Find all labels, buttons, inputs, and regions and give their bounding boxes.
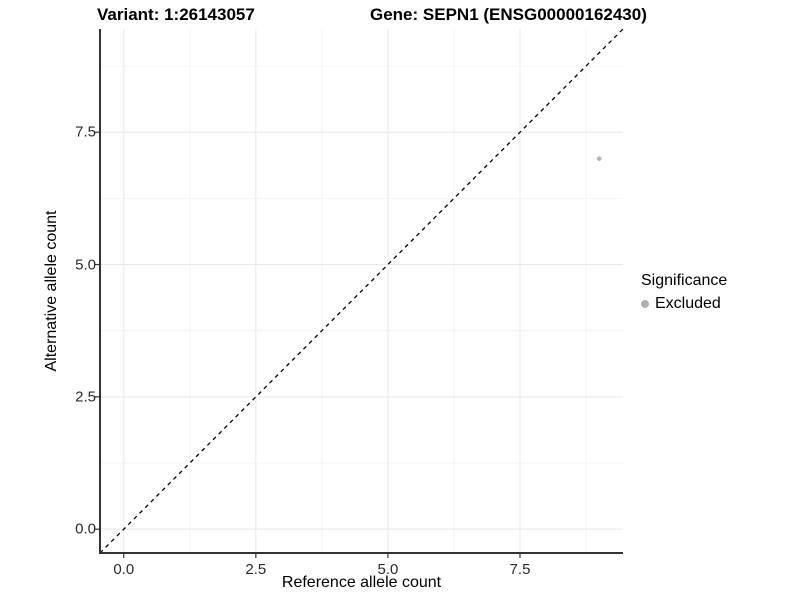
legend-point-icon — [641, 300, 649, 308]
legend: Significance Excluded — [641, 271, 727, 314]
data-point — [596, 156, 602, 161]
x-tick-label: 5.0 — [377, 561, 399, 578]
x-tick-label: 2.5 — [245, 561, 267, 578]
y-tick-label: 7.5 — [75, 123, 96, 141]
x-axis-label: Reference allele count — [281, 574, 442, 591]
gene-title: Gene: SEPN1 (ENSG00000162430) — [370, 5, 647, 24]
x-tick-label: 0.0 — [113, 561, 135, 578]
y-tick-label: 0.0 — [75, 520, 96, 538]
legend-title: Significance — [641, 272, 728, 289]
y-tick-label: 2.5 — [75, 388, 96, 406]
identity-dashed-line — [99, 28, 624, 554]
legend-item-label: Excluded — [655, 295, 721, 312]
x-tick-label: 7.5 — [509, 561, 531, 578]
y-tick-label: 5.0 — [75, 256, 96, 274]
variant-title: Variant: 1:26143057 — [97, 5, 255, 24]
legend-item-excluded: Excluded — [641, 294, 727, 314]
